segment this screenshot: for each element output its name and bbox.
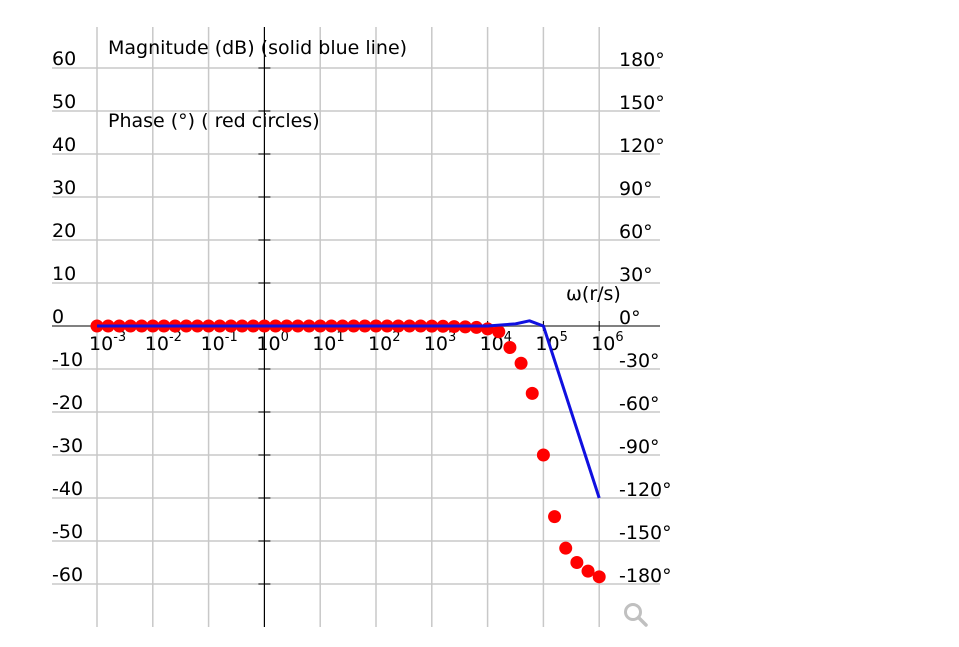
magnitude-tick-label: -30 [52,435,83,457]
magnitude-tick-label: 30 [52,177,76,199]
frequency-tick-label: 105 [535,330,567,355]
magnifier-icon [624,603,648,627]
phase-point [536,448,550,462]
magnitude-tick-label: 60 [52,48,76,70]
phase-point [559,541,573,555]
phase-tick-label: 120° [619,135,665,157]
phase-tick-label: -90° [619,436,660,458]
frequency-tick-label: 10-1 [201,330,238,355]
legend-phase: Phase (°) ( red circles) [108,110,320,132]
phase-point [492,325,506,339]
magnitude-tick-label: 40 [52,134,76,156]
magnitude-axis-labels: 60 50 40 30 20 10 0 -10 -20 -30 -40 -50 -60 [52,48,83,586]
frequency-tick-label: 104 [480,330,512,355]
magnitude-tick-label: -50 [52,521,83,543]
phase-tick-label: 150° [619,92,665,114]
phase-point [514,356,528,370]
frequency-tick-label: 101 [312,330,344,355]
legend-magnitude: Magnitude (dB) (solid blue line) [108,37,407,59]
phase-tick-label: -30° [619,350,660,372]
magnitude-series [97,319,601,499]
frequency-tick-label: 10-3 [89,330,126,355]
phase-point [525,386,539,400]
magnitude-tick-label: -60 [52,564,83,586]
frequency-axis-labels: 10-3 10-2 10-1 100 101 102 103 104 105 106 [89,330,624,355]
phase-tick-label: -180° [619,565,672,587]
x-axis-title: ω(r/s) [566,283,621,305]
phase-point [592,570,606,584]
magnitude-tick-label: 50 [52,91,76,113]
frequency-tick-label: 102 [368,330,400,355]
frequency-tick-label: 100 [256,330,288,355]
zoom-button[interactable] [622,601,650,629]
phase-tick-label: 90° [619,178,653,200]
magnitude-tick-label: -40 [52,478,83,500]
magnitude-tick-label: -10 [52,349,83,371]
phase-tick-label: 60° [619,221,653,243]
frequency-tick-label: 103 [424,330,456,355]
phase-point [570,556,584,569]
phase-axis-labels: 180° 150° 120° 90° 60° 30° 0° -30° -60° -90° -120°… [619,49,672,587]
phase-point [581,564,595,578]
frequency-tick-label: 106 [591,330,623,355]
phase-point [548,510,562,524]
phase-series [90,319,606,584]
magnitude-tick-label: 10 [52,263,76,285]
magnitude-tick-label: 20 [52,220,76,242]
phase-tick-label: 0° [619,307,641,329]
phase-tick-label: 180° [619,49,665,71]
grid [52,27,660,627]
magnitude-tick-label: 0 [52,306,64,328]
phase-tick-label: 30° [619,264,653,286]
magnitude-tick-label: -20 [52,392,83,414]
frequency-tick-label: 10-2 [145,330,182,355]
phase-point [503,341,517,354]
phase-tick-label: -120° [619,479,672,501]
phase-tick-label: -150° [619,522,672,544]
phase-tick-label: -60° [619,393,660,415]
